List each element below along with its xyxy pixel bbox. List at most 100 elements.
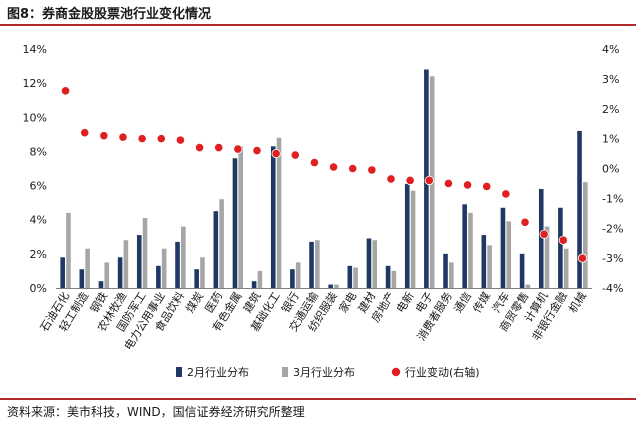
change-dot-9: [214, 142, 224, 153]
bar-mar-4: [123, 240, 129, 288]
chart-title: 图8：券商金股股票池行业变化情况: [7, 7, 212, 22]
change-dot-5: [137, 134, 147, 144]
bar-feb-27: [558, 207, 563, 288]
footer-rule: [0, 398, 636, 400]
bar-mar-10: [238, 146, 244, 288]
bar-feb-9: [213, 211, 219, 288]
change-dot-17: [367, 165, 377, 175]
bar-feb-11: [251, 281, 257, 288]
bar-mar-6: [161, 248, 167, 288]
bar-mar-21: [449, 262, 454, 288]
legend-swatch-change: [391, 367, 401, 377]
change-dot-26: [539, 229, 549, 239]
bar-feb-3: [98, 281, 104, 288]
bar-feb-25: [519, 253, 525, 288]
change-dot-7: [175, 135, 186, 145]
bar-feb-4: [117, 257, 123, 288]
bar-feb-17: [366, 238, 372, 288]
y-left-tick-label: 8%: [30, 145, 47, 158]
bar-feb-24: [500, 207, 506, 288]
bar-feb-1: [60, 257, 65, 288]
y-right-tick-label: 2%: [602, 103, 619, 116]
y-right-tick-label: -1%: [602, 192, 623, 205]
category-label-8: 煤炭: [183, 290, 206, 316]
change-dot-15: [328, 162, 339, 172]
bar-feb-2: [79, 269, 85, 288]
y-right-tick-label: -3%: [602, 252, 623, 265]
change-dot-2: [80, 128, 90, 138]
bar-feb-15: [328, 284, 333, 288]
title-rule: [0, 24, 636, 26]
bar-mar-7: [181, 226, 186, 288]
bar-mar-1: [66, 212, 71, 288]
bar-mar-9: [219, 199, 224, 288]
bar-mar-11: [257, 270, 263, 288]
change-dot-21: [443, 178, 454, 189]
bar-mar-14: [315, 240, 320, 288]
category-label-28: 机械: [565, 289, 589, 315]
bar-mar-23: [487, 245, 492, 288]
y-right-tick-label: -2%: [602, 222, 623, 235]
bar-mar-13: [295, 262, 301, 288]
change-dot-25: [520, 217, 530, 227]
bar-mar-5: [142, 218, 148, 288]
bar-mar-24: [506, 221, 512, 288]
change-dot-10: [233, 144, 243, 154]
source-note: 资料来源：美市科技，WIND，国信证券经济研究所整理: [7, 405, 305, 419]
change-dot-18: [386, 174, 396, 184]
bar-feb-16: [347, 265, 353, 288]
y-right-tick-label: 1%: [602, 133, 619, 146]
category-label-16: 家电: [336, 289, 360, 315]
bar-feb-10: [232, 158, 238, 288]
bar-mar-16: [353, 267, 358, 288]
legend-label-mar: 3月行业分布: [293, 366, 355, 379]
y-left-tick-label: 10%: [23, 111, 47, 124]
bar-feb-7: [175, 241, 180, 288]
bar-mar-18: [391, 270, 397, 288]
category-label-23: 传媒: [471, 290, 494, 316]
legend-label-change: 行业变动(右轴): [405, 365, 480, 379]
y-right-tick-label: 0%: [602, 163, 619, 176]
change-dot-3: [99, 131, 109, 141]
bar-mar-26: [544, 226, 550, 288]
change-dot-22: [462, 180, 473, 190]
category-label-19: 电新: [393, 289, 417, 315]
bar-mar-25: [525, 284, 531, 288]
bar-feb-28: [577, 130, 582, 288]
bar-feb-26: [538, 188, 544, 288]
y-left-tick-label: 14%: [23, 43, 47, 56]
y-right-tick-label: 4%: [602, 43, 619, 56]
change-dot-4: [118, 132, 128, 142]
bar-mar-3: [104, 262, 110, 288]
bar-feb-21: [443, 253, 448, 288]
bar-mar-19: [410, 190, 416, 288]
change-dot-8: [194, 142, 205, 153]
y-left-tick-label: 12%: [23, 77, 47, 90]
change-dot-6: [156, 134, 166, 144]
change-dot-23: [482, 181, 492, 192]
bar-feb-18: [385, 265, 391, 288]
bar-feb-23: [481, 235, 487, 288]
bar-feb-6: [156, 265, 161, 288]
bar-feb-13: [290, 269, 295, 288]
bar-feb-22: [462, 204, 467, 288]
bar-mar-17: [372, 240, 378, 288]
bar-feb-14: [309, 241, 314, 288]
y-left-tick-label: 4%: [30, 214, 47, 227]
y-left-tick-label: 6%: [30, 180, 47, 193]
change-dot-11: [252, 145, 262, 156]
change-dot-24: [501, 189, 511, 199]
y-right-tick-label: -4%: [602, 282, 623, 295]
change-dot-19: [405, 175, 415, 186]
bar-feb-5: [136, 235, 142, 288]
change-dot-13: [290, 150, 300, 160]
legend-label-feb: 2月行业分布: [187, 366, 249, 379]
change-dot-27: [558, 235, 568, 245]
legend-swatch-feb: [176, 367, 182, 377]
bar-mar-8: [200, 257, 205, 288]
change-dot-16: [348, 163, 358, 174]
bar-feb-8: [194, 269, 199, 288]
change-dot-1: [60, 86, 71, 96]
legend-swatch-mar: [282, 367, 288, 377]
change-dot-12: [271, 148, 281, 159]
